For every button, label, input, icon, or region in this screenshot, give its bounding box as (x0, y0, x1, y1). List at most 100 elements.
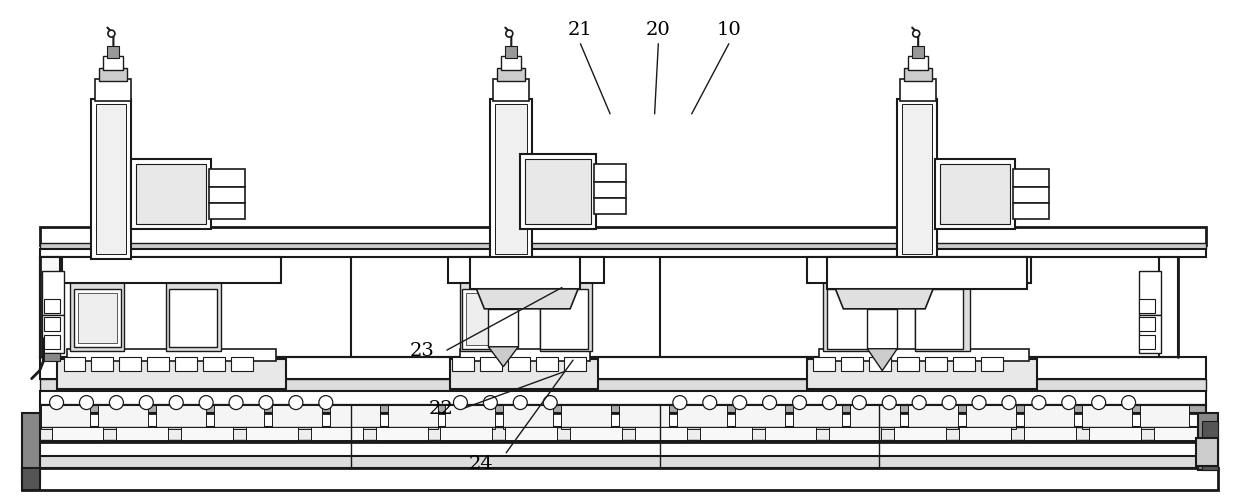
Bar (40, 258, 60, 357)
Circle shape (733, 396, 746, 410)
Bar (43, 317, 60, 331)
Bar (497, 68, 526, 82)
Circle shape (259, 396, 273, 410)
Bar (869, 357, 892, 371)
Circle shape (1002, 396, 1016, 410)
Bar (813, 357, 836, 371)
Bar (489, 309, 518, 347)
Bar (42, 272, 63, 315)
Bar (32, 413, 1210, 427)
Circle shape (673, 396, 687, 410)
Bar (480, 357, 502, 371)
Bar (272, 405, 322, 429)
Bar (935, 160, 1014, 229)
Bar (63, 357, 86, 371)
Bar (388, 405, 438, 429)
Bar (564, 357, 587, 371)
Bar (898, 100, 937, 260)
Bar (450, 359, 598, 389)
Bar (203, 357, 226, 371)
Bar (1089, 427, 1141, 440)
Bar (181, 427, 233, 440)
Bar (453, 357, 475, 371)
Bar (210, 204, 246, 219)
Circle shape (139, 396, 154, 410)
Polygon shape (836, 289, 934, 309)
Bar (1197, 438, 1219, 466)
Bar (92, 357, 113, 371)
Bar (40, 357, 1207, 379)
Bar (460, 349, 590, 361)
Text: 23: 23 (409, 342, 434, 359)
Circle shape (200, 396, 213, 410)
Bar (1138, 317, 1154, 331)
Circle shape (289, 396, 303, 410)
Bar (445, 405, 495, 429)
Circle shape (852, 396, 867, 410)
Text: 24: 24 (469, 454, 494, 472)
Bar (463, 289, 511, 349)
Circle shape (792, 396, 806, 410)
Bar (246, 427, 298, 440)
Bar (765, 427, 816, 440)
Bar (903, 105, 932, 255)
Bar (40, 243, 1207, 249)
Circle shape (50, 396, 63, 410)
Circle shape (883, 396, 897, 410)
Bar (908, 57, 929, 70)
Bar (62, 258, 281, 284)
Bar (466, 293, 506, 345)
Bar (867, 309, 898, 349)
Bar (1013, 170, 1049, 188)
Bar (521, 155, 596, 229)
Polygon shape (867, 349, 898, 371)
Bar (1138, 315, 1161, 353)
Bar (830, 427, 882, 440)
Bar (827, 289, 875, 349)
Bar (40, 391, 1207, 405)
Bar (981, 357, 1003, 371)
Bar (43, 299, 60, 313)
Bar (32, 427, 1210, 442)
Bar (1013, 188, 1049, 204)
Bar (42, 353, 60, 361)
Bar (32, 456, 1210, 468)
Circle shape (319, 396, 332, 410)
Bar (1140, 405, 1189, 429)
Bar (900, 80, 936, 102)
Bar (501, 57, 521, 70)
Bar (1081, 405, 1132, 429)
Bar (67, 349, 277, 361)
Bar (449, 258, 604, 284)
Bar (376, 427, 428, 440)
Bar (915, 289, 963, 349)
Circle shape (169, 396, 184, 410)
Bar (95, 80, 131, 102)
Bar (117, 427, 169, 440)
Bar (915, 282, 970, 351)
Bar (231, 357, 253, 371)
Bar (1198, 413, 1219, 470)
Bar (734, 405, 785, 429)
Bar (506, 47, 517, 59)
Circle shape (1061, 396, 1076, 410)
Bar (959, 427, 1011, 440)
Text: 10: 10 (717, 21, 742, 39)
Bar (460, 282, 512, 351)
Bar (21, 413, 40, 482)
Bar (40, 379, 1207, 391)
Bar (21, 468, 1219, 490)
Bar (925, 357, 947, 371)
Bar (562, 405, 611, 429)
Bar (807, 258, 1030, 284)
Bar (594, 165, 626, 183)
Bar (1158, 258, 1178, 357)
Bar (131, 160, 211, 229)
Bar (820, 349, 1029, 361)
Bar (210, 170, 246, 188)
Bar (108, 47, 119, 59)
Bar (677, 405, 727, 429)
Polygon shape (476, 289, 578, 309)
Bar (78, 293, 118, 343)
Bar (330, 405, 379, 429)
